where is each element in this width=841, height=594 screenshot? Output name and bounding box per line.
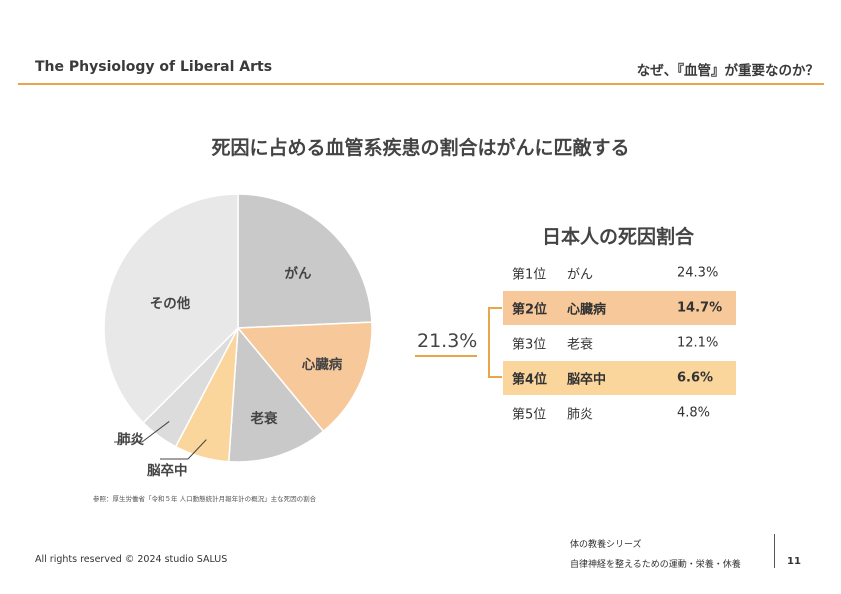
table-title: 日本人の死因割合 <box>541 226 694 248</box>
rank-label: 第4位 <box>512 372 548 388</box>
pie-label-other: その他 <box>149 296 191 312</box>
cause-percent: 14.7% <box>677 300 723 316</box>
rank-row-3: 第3位 老衰 12.1% <box>503 326 736 360</box>
pie-slice-heart <box>236 321 373 433</box>
pie-label-pneumonia: 肺炎 <box>117 432 144 448</box>
rank-row-1: 第1位 がん 24.3% <box>503 256 736 290</box>
footer-divider <box>774 534 775 568</box>
cause-name: 老衰 <box>567 337 594 353</box>
cause-name: 肺炎 <box>567 407 594 423</box>
cause-percent: 12.1% <box>677 335 719 351</box>
pie-label-heart: 心臓病 <box>301 357 343 373</box>
combined-bracket <box>488 307 502 378</box>
cause-name: 心臓病 <box>567 302 607 318</box>
pie-leader-line <box>187 439 207 460</box>
combined-underline <box>415 355 477 357</box>
rank-row-2: 第2位 心臓病 14.7% <box>503 291 736 325</box>
copyright: All rights reserved © 2024 studio SALUS <box>35 554 228 565</box>
pie-label-stroke: 脳卒中 <box>147 463 188 479</box>
rank-label: 第2位 <box>512 302 548 318</box>
pie-slice-senility <box>227 326 325 463</box>
header-right-title: なぜ、『血管』が重要なのか？ <box>636 63 819 79</box>
pie-slice-other <box>103 193 239 424</box>
header-left-title: The Physiology of Liberal Arts <box>35 59 273 75</box>
cause-percent: 4.8% <box>677 405 711 421</box>
cause-name: がん <box>567 267 594 283</box>
rank-row-4: 第4位 脳卒中 6.6% <box>503 361 736 395</box>
rank-label: 第5位 <box>512 407 547 423</box>
rank-label: 第3位 <box>512 337 547 353</box>
rank-label: 第1位 <box>512 267 547 283</box>
header-divider <box>18 83 824 85</box>
cause-percent: 6.6% <box>677 370 714 386</box>
pie-label-cancer: がん <box>284 266 312 282</box>
pie-leader-line <box>141 421 170 443</box>
combined-percent: 21.3% <box>417 330 478 352</box>
pie-chart-svg <box>103 193 373 463</box>
cause-percent: 24.3% <box>677 265 719 281</box>
rank-row-5: 第5位 肺炎 4.8% <box>503 396 736 430</box>
series-title: 体の教養シリーズ <box>570 540 642 550</box>
cause-name: 脳卒中 <box>567 372 607 388</box>
series-subtitle: 自律神経を整えるための運動・栄養・休養 <box>570 560 741 570</box>
page-number: 11 <box>787 556 801 567</box>
source-note: 参照：厚生労働省「令和５年 人口動態統計月報年計の概況」主な死因の割合 <box>93 495 317 503</box>
pie-slice-cancer <box>237 193 373 329</box>
slide-title: 死因に占める血管系疾患の割合はがんに匹敵する <box>211 137 630 159</box>
pie-chart: がん 心臓病 老衰 その他 肺炎 脳卒中 <box>90 180 390 480</box>
pie-label-senility: 老衰 <box>250 411 278 427</box>
